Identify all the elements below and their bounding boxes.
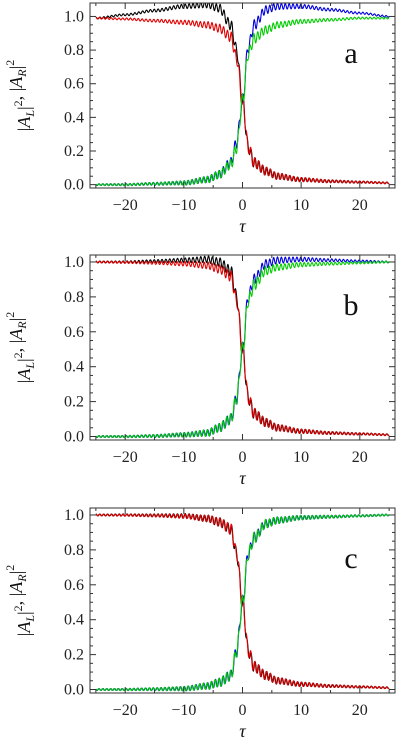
x-tick-label: 10 — [293, 449, 309, 466]
x-axis-label: τ — [239, 721, 246, 741]
y-tick-label: 0.8 — [64, 42, 84, 59]
y-tick-label: 0.2 — [64, 394, 84, 411]
y-tick-label: 1.0 — [64, 8, 84, 25]
x-axis-label: τ — [239, 216, 246, 236]
chart-panel-c: −20 −10 0 10 20 0.0 0.2 0.4 0.6 0.8 1.0 τ |AL|2, |AR… — [3, 507, 396, 741]
x-tick-label: 10 — [293, 702, 309, 719]
series-line-4 — [95, 513, 390, 692]
x-tick-label: 20 — [352, 197, 368, 214]
x-tick-label: 20 — [352, 702, 368, 719]
x-tick-label: 0 — [239, 197, 247, 214]
y-tick-label: 0.8 — [64, 542, 84, 559]
x-tick-label: −20 — [113, 449, 138, 466]
panel-label: c — [344, 542, 357, 575]
y-tick-label: 0.0 — [64, 682, 84, 699]
series-line-4 — [95, 16, 390, 187]
x-tick-label: −10 — [171, 197, 196, 214]
x-tick-label: −20 — [113, 197, 138, 214]
series-line-4 — [95, 260, 390, 439]
x-axis-label: τ — [239, 468, 246, 488]
y-axis-label: |AL|2, |AR|2 — [3, 312, 37, 383]
x-tick-label: −10 — [171, 449, 196, 466]
x-tick-label: −10 — [171, 702, 196, 719]
y-tick-label: 0.6 — [64, 324, 84, 341]
series-line-1 — [95, 3, 390, 185]
y-tick-label: 0.2 — [64, 143, 84, 160]
series-line-2 — [95, 513, 390, 690]
y-tick-label: 1.0 — [64, 254, 84, 271]
y-axis-label: |AL|2, |AR|2 — [3, 565, 37, 636]
x-tick-label: −20 — [113, 702, 138, 719]
y-tick-label: 0.4 — [64, 612, 84, 629]
y-tick-label: 1.0 — [64, 507, 84, 524]
series-line-2 — [95, 260, 390, 437]
panel-label: b — [344, 289, 359, 322]
y-axis-label: |AL|2, |AR|2 — [3, 60, 37, 131]
y-tick-label: 0.2 — [64, 647, 84, 664]
x-tick-label: 0 — [239, 449, 247, 466]
panel-label: a — [344, 37, 357, 70]
x-tick-label: 0 — [239, 702, 247, 719]
chart-panel-a: −20 −10 0 10 20 0.0 0.2 0.4 0.6 0.8 1.0 τ |AL|2, |AR… — [3, 2, 396, 236]
y-tick-label: 0.4 — [64, 359, 84, 376]
chart-panel-b: −20 −10 0 10 20 0.0 0.2 0.4 0.6 0.8 1.0 τ |AL|2, |AR… — [3, 254, 396, 488]
x-tick-label: 10 — [293, 197, 309, 214]
y-tick-label: 0.0 — [64, 177, 84, 194]
y-tick-label: 0.6 — [64, 76, 84, 93]
x-tick-label: 20 — [352, 449, 368, 466]
y-tick-label: 0.8 — [64, 289, 84, 306]
y-tick-label: 0.6 — [64, 577, 84, 594]
y-tick-label: 0.4 — [64, 109, 84, 126]
y-tick-label: 0.0 — [64, 429, 84, 446]
